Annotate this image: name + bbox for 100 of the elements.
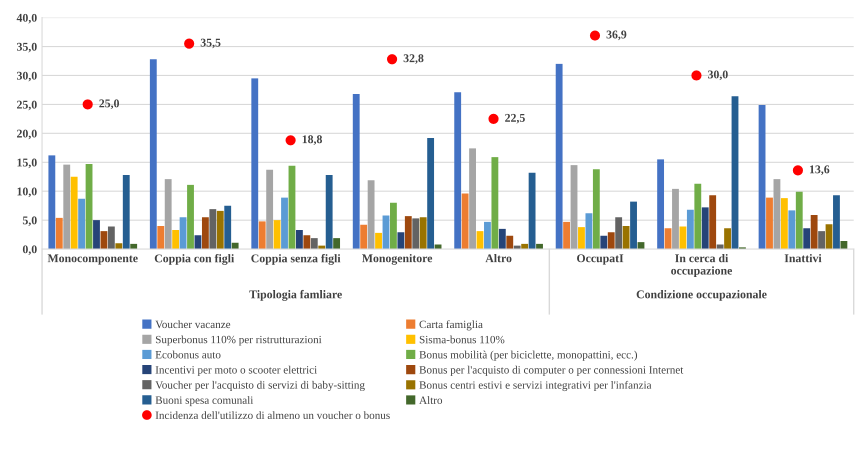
- bar: [397, 232, 404, 250]
- bar: [100, 231, 108, 250]
- y-tick-label: 35,0: [16, 42, 37, 52]
- bar: [281, 198, 288, 250]
- bar: [93, 220, 100, 250]
- bar: [412, 218, 420, 250]
- bar: [202, 217, 209, 250]
- bar: [404, 216, 412, 250]
- legend-label: Altro: [419, 396, 442, 404]
- x-tick-label: OccupatI: [577, 254, 624, 265]
- bar: [774, 179, 780, 250]
- bar: [803, 228, 810, 250]
- bar: [592, 169, 600, 250]
- bar: [187, 184, 194, 250]
- data-label: 35,5: [200, 38, 220, 48]
- bar: [375, 232, 382, 250]
- bar: [258, 221, 266, 250]
- x-tick-label: Coppia con figli: [154, 254, 234, 265]
- point: [184, 38, 194, 49]
- bar: [462, 194, 469, 250]
- bar: [194, 235, 202, 250]
- bar: [615, 217, 622, 250]
- bar: [664, 228, 672, 250]
- bar: [209, 209, 216, 250]
- bar: [570, 165, 578, 250]
- bar: [476, 231, 484, 250]
- y-tick-label: 30,0: [16, 72, 37, 82]
- data-label: 13,6: [810, 165, 830, 176]
- y-tick-label: 10,0: [17, 187, 37, 198]
- bar: [352, 94, 360, 250]
- x-tick-label: Coppia senza figli: [251, 254, 340, 265]
- data-label: 22,5: [505, 114, 525, 124]
- point: [590, 30, 600, 41]
- bar: [216, 210, 224, 250]
- legend-label: Sisma-bonus 110%: [420, 336, 504, 344]
- bar: [296, 230, 303, 250]
- bar: [622, 226, 630, 250]
- bar: [108, 226, 115, 250]
- bar: [157, 226, 164, 250]
- bar: [232, 242, 239, 250]
- x-tick-label: Inattivi: [784, 254, 822, 262]
- bar: [172, 230, 180, 250]
- bar: [578, 227, 585, 250]
- legend-label: Ecobonus auto: [156, 350, 221, 358]
- bar: [360, 224, 368, 250]
- point: [691, 70, 702, 81]
- bar: [585, 213, 592, 250]
- y-tick-label: 5,0: [22, 216, 37, 226]
- legend-label: Voucher vacanze: [155, 320, 230, 328]
- text: Condizione occupazionale: [636, 290, 767, 301]
- bar: [788, 210, 796, 250]
- bar: [266, 170, 274, 250]
- bar: [326, 175, 333, 250]
- x-tick-label: In cerca di occupazione: [671, 254, 732, 278]
- legend-label: Bonus mobilità (per biciclette, monopattini, ecc.): [419, 350, 638, 361]
- data-label: 30,0: [708, 70, 728, 80]
- bar: [657, 159, 664, 250]
- bar: [63, 164, 70, 250]
- bar: [833, 195, 840, 250]
- bar: [780, 198, 788, 250]
- point: [82, 99, 93, 110]
- bar: [630, 202, 637, 250]
- bar: [288, 166, 296, 250]
- bar: [86, 164, 92, 250]
- bar: [810, 214, 818, 250]
- bar: [180, 217, 186, 250]
- bar: [164, 179, 172, 250]
- bar: [78, 198, 86, 250]
- bar: [469, 148, 476, 250]
- y-tick-label: 15,0: [17, 158, 37, 168]
- bar: [638, 242, 644, 250]
- bar: [758, 104, 766, 250]
- bar: [840, 240, 848, 250]
- bar: [702, 207, 709, 250]
- legend-label: Bonus per l'acquisto di computer o per connessioni Internet: [419, 366, 684, 376]
- bar: [274, 220, 281, 250]
- legend-label: Buoni spesa comunali: [156, 396, 254, 406]
- bar: [333, 238, 340, 250]
- legend-label: Carta famiglia: [420, 320, 483, 330]
- point: [286, 135, 296, 146]
- bar: [454, 92, 462, 250]
- y-tick-label: 40,0: [16, 14, 37, 24]
- legend-label: Voucher per l'acquisto di servizi di baby-sitting: [155, 380, 365, 392]
- x-tick-label: Monogenitore: [362, 254, 432, 265]
- data-label: 25,0: [99, 99, 120, 110]
- bar: [694, 184, 702, 250]
- bar: [818, 231, 826, 250]
- bar: [484, 222, 491, 250]
- y-tick-label: 0,0: [22, 245, 37, 256]
- bar: [427, 138, 434, 250]
- bar: [390, 202, 397, 250]
- bar: [150, 59, 157, 250]
- point: [792, 165, 803, 176]
- x-tick-label: Altro: [485, 254, 512, 262]
- legend-label: Bonus centri estivi e servizi integrativi per l'infanzia: [419, 380, 652, 392]
- bar: [608, 232, 615, 250]
- bar: [48, 155, 56, 250]
- bar: [686, 210, 694, 250]
- bar: [672, 188, 679, 250]
- legend-label: Superbonus 110% per ristrutturazioni: [156, 335, 322, 346]
